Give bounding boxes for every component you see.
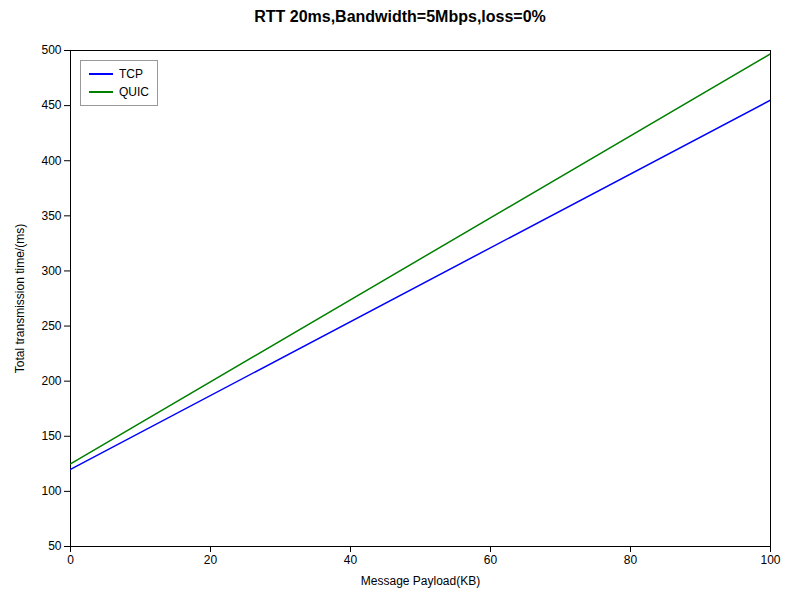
svg-text:500: 500 [41, 43, 61, 57]
svg-text:250: 250 [41, 319, 61, 333]
svg-text:40: 40 [344, 553, 358, 567]
svg-text:80: 80 [624, 553, 638, 567]
svg-text:60: 60 [484, 553, 498, 567]
html-text:QUIC: QUIC [119, 85, 149, 99]
svg-text:50: 50 [48, 539, 62, 553]
html-text:RTT 20ms,Bandwidth=5Mbps,loss=: RTT 20ms,Bandwidth=5Mbps,loss=0% [254, 8, 546, 25]
svg-text:200: 200 [41, 374, 61, 388]
svg-text:300: 300 [41, 264, 61, 278]
svg-text:150: 150 [41, 429, 61, 443]
svg-text:0: 0 [67, 553, 74, 567]
svg-text:20: 20 [204, 553, 218, 567]
svg-text:Message Payload(KB): Message Payload(KB) [361, 574, 480, 588]
svg-text:400: 400 [41, 154, 61, 168]
svg-text:450: 450 [41, 98, 61, 112]
html-text:TCP: TCP [119, 67, 143, 81]
svg-text:100: 100 [41, 484, 61, 498]
svg-text:Total transmission time/(ms): Total transmission time/(ms) [13, 224, 27, 373]
svg-text:350: 350 [41, 209, 61, 223]
svg-text:100: 100 [760, 553, 780, 567]
